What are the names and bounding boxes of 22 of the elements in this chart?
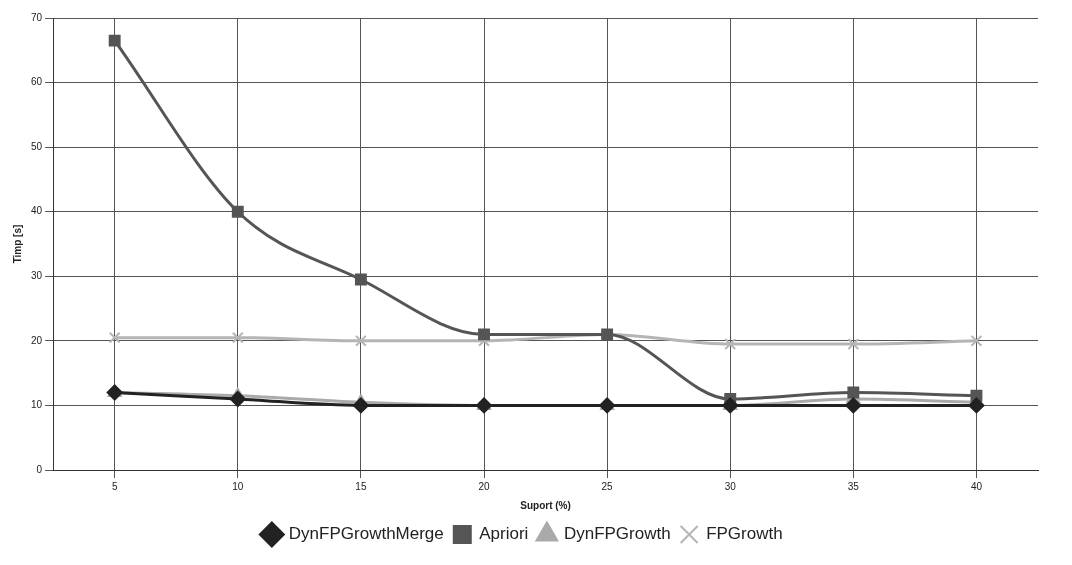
legend-label: Apriori xyxy=(479,524,529,544)
x-tick-label: 20 xyxy=(478,480,491,492)
y-tick-label: 50 xyxy=(31,140,43,152)
y-tick-label: 30 xyxy=(31,270,43,282)
x-tick-label: 30 xyxy=(724,480,737,492)
legend-label: DynFPGrowthMerge xyxy=(288,524,444,544)
x-tick-label: 5 xyxy=(111,480,118,492)
y-tick-label: 20 xyxy=(31,334,43,346)
legend-label: DynFPGrowth xyxy=(563,524,671,544)
legend-label: FPGrowth xyxy=(706,524,783,544)
x-axis-title: Suport (%) xyxy=(520,499,571,511)
x-tick-label: 10 xyxy=(232,480,244,492)
x-tick-label: 40 xyxy=(970,480,983,492)
x-tick-label: 25 xyxy=(601,480,614,492)
y-tick-label: 70 xyxy=(31,11,43,23)
x-tick-label: 15 xyxy=(355,480,367,492)
y-tick-label: 40 xyxy=(31,205,43,217)
y-tick-label: 60 xyxy=(31,76,43,88)
y-axis-title: Timp [s] xyxy=(11,224,23,264)
y-tick-label: 0 xyxy=(36,463,43,475)
y-tick-label: 10 xyxy=(31,399,43,411)
x-tick-label: 35 xyxy=(847,480,860,492)
